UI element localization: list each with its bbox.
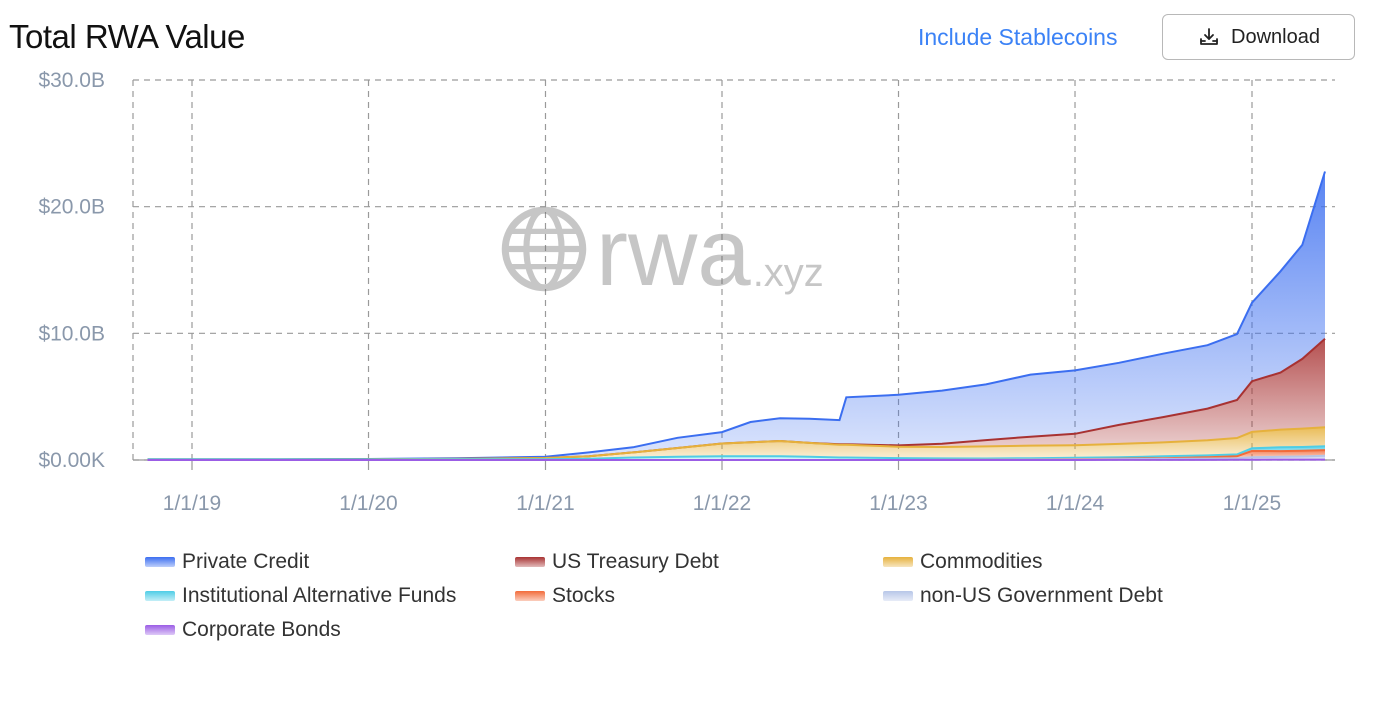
legend-item[interactable]: Private Credit <box>145 550 309 574</box>
x-tick-label: 1/1/24 <box>1046 492 1105 515</box>
download-icon <box>1197 25 1221 49</box>
legend-swatch <box>145 557 175 567</box>
x-tick-label: 1/1/19 <box>163 492 221 515</box>
legend-label: Stocks <box>552 584 616 607</box>
x-tick-label: 1/1/20 <box>339 492 397 515</box>
legend-swatch <box>145 625 175 635</box>
legend-swatch <box>515 591 545 601</box>
stacked-area-chart: $30.0B$20.0B$10.0B$0.00K 1/1/19 1/1/20 1/1… <box>38 69 1335 515</box>
y-tick-label: $20.0B <box>38 196 105 219</box>
area-institutional-alternative-funds <box>147 446 1325 460</box>
legend-swatch <box>515 557 545 567</box>
legend-swatch <box>883 591 913 601</box>
legend-label: Private Credit <box>182 550 310 573</box>
legend-item[interactable]: US Treasury Debt <box>515 550 719 574</box>
area-private-credit <box>147 171 1325 460</box>
y-tick-label: $10.0B <box>38 322 105 345</box>
y-tick-label: $30.0B <box>38 69 105 92</box>
legend-label: non-US Government Debt <box>920 584 1163 607</box>
legend-item[interactable]: non-US Government Debt <box>883 584 1163 608</box>
legend-label: Commodities <box>920 550 1043 573</box>
chart-areas <box>147 171 1326 461</box>
legend-item[interactable]: Institutional Alternative Funds <box>145 584 456 608</box>
legend-item[interactable]: Corporate Bonds <box>145 618 341 642</box>
chart-title: Total RWA Value <box>9 18 245 55</box>
legend-swatch <box>883 557 913 567</box>
download-label: Download <box>1231 25 1320 48</box>
legend-label: Institutional Alternative Funds <box>182 584 457 607</box>
x-tick-label: 1/1/23 <box>869 492 927 515</box>
download-button[interactable]: Download <box>1162 14 1355 60</box>
legend-label: US Treasury Debt <box>552 550 719 573</box>
y-tick-label: $0.00K <box>38 449 105 472</box>
x-tick-label: 1/1/25 <box>1223 492 1281 515</box>
y-axis-ticks: $30.0B $20.0B $10.0B $0.00K <box>38 69 105 472</box>
legend-item[interactable]: Commodities <box>883 550 1043 574</box>
include-stablecoins-toggle[interactable]: Include Stablecoins <box>918 24 1118 50</box>
legend-swatch <box>145 591 175 601</box>
legend-label: Corporate Bonds <box>182 618 341 641</box>
x-tick-label: 1/1/22 <box>693 492 751 515</box>
legend-item[interactable]: Stocks <box>515 584 615 608</box>
x-tick-label: 1/1/21 <box>516 492 574 515</box>
x-axis-ticks: 1/1/19 1/1/20 1/1/21 1/1/22 1/1/23 1/1/24 1/1/… <box>163 492 1281 515</box>
